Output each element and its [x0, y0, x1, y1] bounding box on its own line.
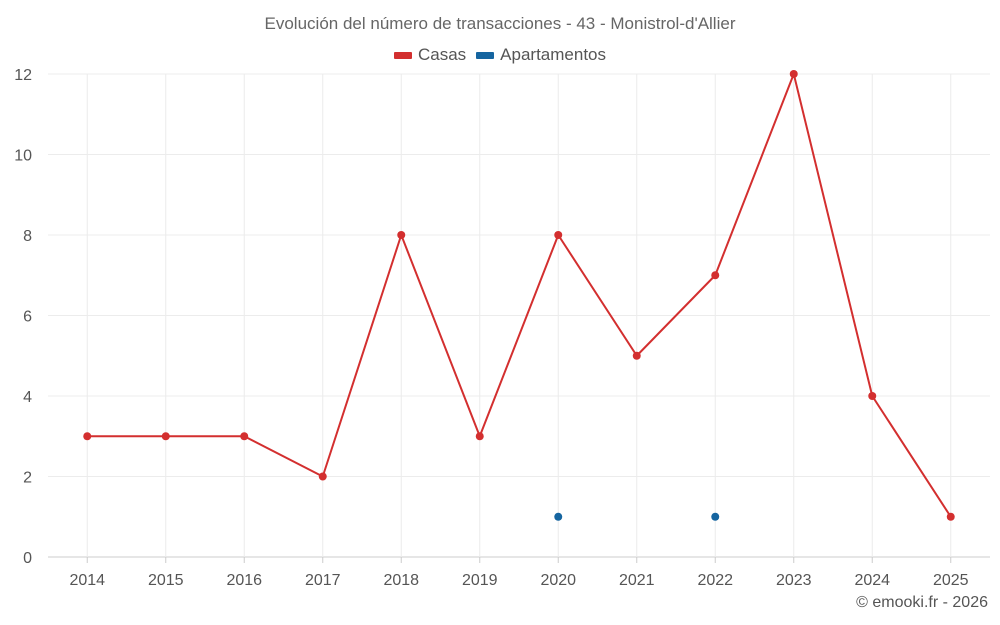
x-tick-label-2016: 2016: [226, 572, 262, 589]
legend-swatch-casas: [393, 51, 412, 59]
data-point-casas-2024: [868, 392, 877, 400]
legend-label-casas: Casas: [417, 45, 467, 64]
y-tick-label-10: 10: [14, 148, 32, 165]
x-tick-label-2023: 2023: [776, 572, 812, 589]
data-point-casas-2016: [240, 432, 249, 441]
data-point-casas-2019: [475, 432, 484, 441]
data-point-casas-2023: [789, 70, 798, 78]
legend: Casas Apartamentos: [0, 45, 1000, 65]
data-point-apartamentos-2022: [711, 512, 720, 521]
legend-label-apartamentos: Apartamentos: [500, 45, 607, 64]
y-tick-label-2: 2: [23, 470, 32, 487]
x-tick-label-2025: 2025: [933, 572, 969, 589]
data-point-casas-2015: [161, 432, 170, 441]
data-point-casas-2018: [397, 231, 406, 239]
x-tick-label-2014: 2014: [69, 572, 105, 589]
legend-item-casas[interactable]: Casas: [393, 45, 467, 65]
data-point-casas-2025: [946, 512, 955, 521]
y-tick-label-6: 6: [23, 309, 32, 326]
x-tick-label-2019: 2019: [462, 572, 498, 589]
data-point-casas-2017: [318, 472, 327, 481]
y-tick-label-8: 8: [23, 228, 32, 245]
data-point-casas-2020: [554, 231, 563, 239]
x-tick-label-2020: 2020: [540, 572, 576, 589]
x-tick-label-2015: 2015: [148, 572, 184, 589]
x-tick-label-2021: 2021: [619, 572, 655, 589]
x-tick-label-2018: 2018: [383, 572, 419, 589]
y-tick-label-4: 4: [23, 389, 32, 406]
x-tick-label-2022: 2022: [697, 572, 733, 589]
x-tick-label-2024: 2024: [854, 572, 890, 589]
data-point-casas-2021: [632, 351, 641, 360]
series-line-casas: [87, 73, 952, 518]
data-point-casas-2014: [83, 432, 92, 441]
data-point-apartamentos-2020: [554, 512, 563, 521]
legend-item-apartamentos[interactable]: Apartamentos: [476, 45, 606, 65]
data-point-casas-2022: [711, 271, 720, 280]
x-tick-label-2017: 2017: [305, 572, 341, 589]
credit-text: © emooki.fr - 2026: [856, 594, 988, 611]
y-tick-label-12: 12: [14, 67, 32, 84]
chart-title: Evolución del número de transacciones - …: [264, 14, 736, 33]
y-tick-label-0: 0: [23, 550, 32, 567]
legend-swatch-apartamentos: [476, 51, 495, 59]
